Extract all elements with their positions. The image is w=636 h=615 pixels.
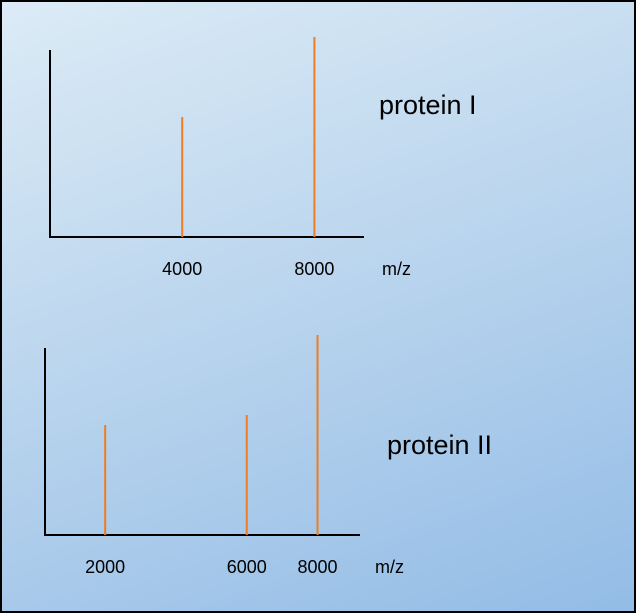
tick-label-2-6000: 6000 xyxy=(227,557,267,577)
tick-label-1-4000: 4000 xyxy=(162,259,202,279)
x-axis-label-1: m/z xyxy=(382,259,411,279)
protein-1-label: protein I xyxy=(379,90,477,120)
tick-label-2-2000: 2000 xyxy=(85,557,125,577)
tick-label-2-8000: 8000 xyxy=(298,557,338,577)
x-axis-label-2: m/z xyxy=(375,557,404,577)
protein-2-label: protein II xyxy=(387,430,493,460)
tick-label-1-8000: 8000 xyxy=(294,259,334,279)
